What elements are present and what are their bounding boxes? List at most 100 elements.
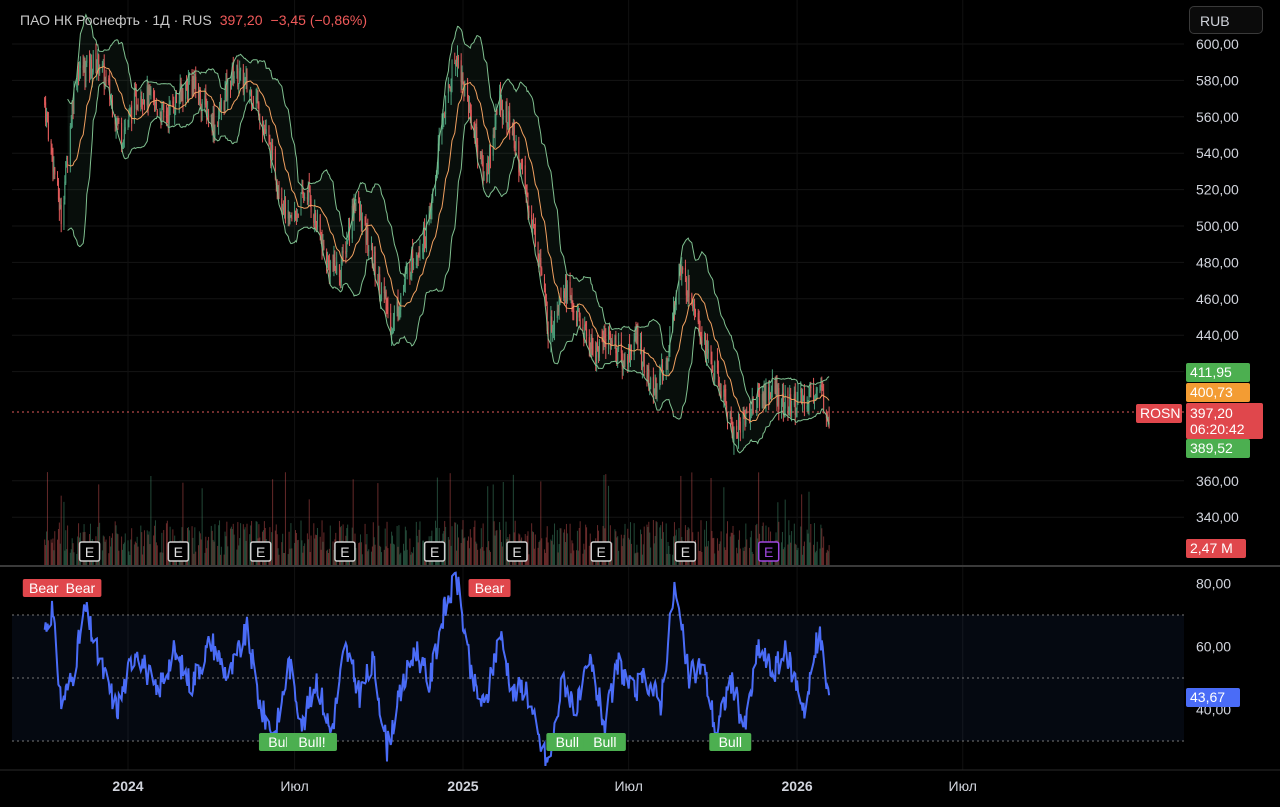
- candle-body: [424, 227, 426, 244]
- volume-bar: [374, 544, 376, 565]
- volume-bar: [98, 484, 100, 565]
- volume-bar: [191, 526, 193, 565]
- time-axis[interactable]: 2024 Июл 2025 Июл 2026 Июл: [112, 778, 977, 794]
- candle-body: [543, 276, 545, 290]
- bb-basis-badge: 400,73: [1186, 383, 1250, 402]
- candle-body: [386, 307, 388, 311]
- volume-bar: [422, 540, 424, 565]
- candle-body: [258, 103, 260, 120]
- volume-bar: [502, 481, 504, 565]
- volume-bar: [540, 481, 542, 565]
- candle-body: [284, 195, 286, 217]
- volume-bar: [211, 530, 213, 565]
- legend-last-price: 397,20: [219, 12, 263, 28]
- legend-change: −3,45 (−0,86%): [270, 12, 368, 28]
- volume-bar: [537, 547, 539, 565]
- legend-symbol[interactable]: ПАО НК Роснефть · 1Д · RUS: [20, 12, 212, 28]
- volume-bar: [73, 552, 75, 565]
- candle-body: [168, 103, 170, 124]
- volume-bar: [577, 550, 579, 565]
- volume-bar: [583, 543, 585, 565]
- candle-body: [604, 333, 606, 338]
- earnings-marker-box: [590, 541, 612, 562]
- candle-body: [84, 62, 86, 80]
- candle-body: [727, 413, 729, 419]
- volume-bar: [326, 550, 328, 565]
- earnings-marker-box: [423, 541, 446, 562]
- candle-body: [467, 98, 469, 115]
- volume-bar: [249, 534, 251, 565]
- volume-bar: [621, 546, 623, 565]
- volume-bar: [287, 554, 289, 565]
- candle-body: [524, 165, 526, 193]
- volume-bar: [69, 552, 71, 565]
- volume-bar: [130, 539, 132, 565]
- candle-body: [762, 393, 764, 401]
- candle-body: [768, 387, 770, 401]
- volume-bar: [141, 532, 143, 565]
- volume-bar: [545, 537, 547, 565]
- volume-bar: [801, 494, 803, 565]
- candle-body: [383, 286, 385, 294]
- volume-bar: [410, 554, 412, 565]
- candle-body: [128, 110, 130, 120]
- currency-button[interactable]: RUB: [1189, 6, 1263, 34]
- candle-body: [796, 397, 798, 410]
- chart-legend: ПАО НК Роснефть · 1Д · RUS 397,20 −3,45 (−…: [20, 12, 367, 28]
- candle-body: [668, 351, 670, 361]
- candle-body: [464, 83, 466, 91]
- candle-body: [629, 344, 631, 359]
- candle-body: [85, 62, 87, 82]
- volume-bar: [245, 540, 247, 565]
- volume-bar: [809, 542, 811, 565]
- candle-body: [778, 388, 780, 410]
- volume-bar: [232, 523, 234, 565]
- candle-body: [186, 84, 188, 86]
- candle-body: [232, 62, 234, 81]
- volume-bar: [757, 538, 759, 565]
- candle-body: [252, 101, 254, 104]
- candle-body: [205, 94, 207, 104]
- earnings-marker-label: E: [174, 544, 183, 560]
- candle-body: [565, 278, 567, 295]
- candle-body: [726, 405, 728, 416]
- price-axis[interactable]: 600,00 580,00 560,00 540,00 520,00 500,00 480,…: [1196, 36, 1239, 525]
- candle-body: [544, 288, 546, 298]
- candle-body: [573, 311, 575, 313]
- candle-body: [714, 362, 716, 380]
- volume-bar: [436, 477, 438, 565]
- volume-bar: [418, 529, 420, 565]
- candle-body: [559, 300, 561, 304]
- candle-body: [539, 260, 541, 265]
- volume-bar: [166, 520, 168, 565]
- rsi-tick-label: 80,00: [1196, 576, 1231, 592]
- candle-body: [518, 141, 520, 173]
- candle-body: [499, 90, 501, 116]
- candle-body: [441, 119, 443, 136]
- bear-signal: Bear: [468, 579, 511, 597]
- earnings-marker: E: [167, 541, 190, 562]
- candle-body: [342, 250, 344, 253]
- last-price-badge: 397,20 06:20:42: [1186, 403, 1263, 439]
- volume-bar: [750, 530, 752, 565]
- volume-bar: [512, 474, 514, 565]
- volume-bar: [652, 520, 654, 565]
- volume-bar: [704, 529, 706, 565]
- volume-bar: [323, 532, 325, 565]
- candle-body: [469, 103, 471, 113]
- candle-body: [588, 337, 590, 351]
- volume-bar: [823, 536, 825, 565]
- volume-bar: [304, 543, 306, 565]
- candle-body: [820, 384, 822, 388]
- volume-bar: [195, 551, 197, 565]
- candle-body: [791, 408, 793, 414]
- volume-bar: [150, 475, 152, 565]
- volume-bar: [500, 541, 502, 565]
- candle-body: [560, 297, 562, 301]
- candle-body: [173, 103, 175, 114]
- candle-body: [534, 223, 536, 247]
- bb-lower-badge: 389,52: [1186, 439, 1250, 458]
- candle-body: [328, 260, 330, 274]
